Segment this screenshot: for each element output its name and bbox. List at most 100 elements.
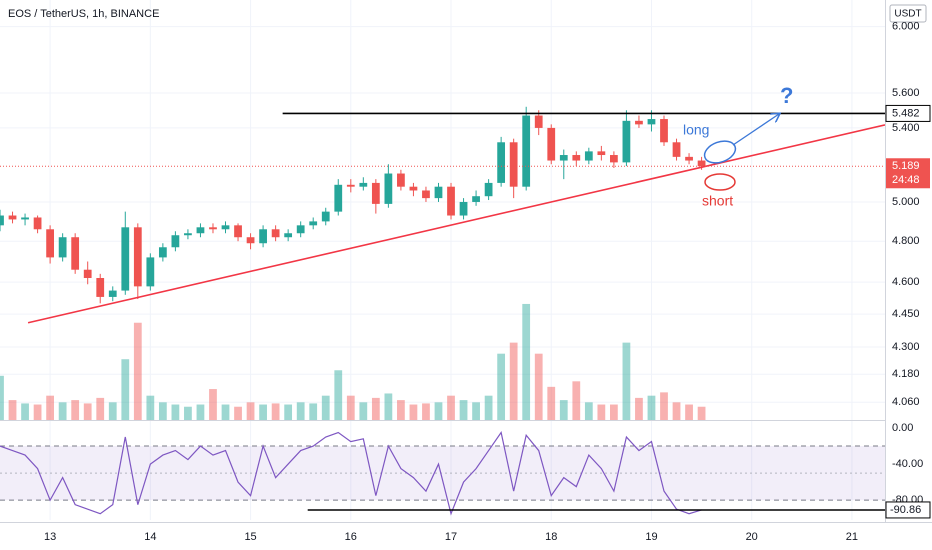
y-tick-label: 5.600 xyxy=(892,87,920,99)
volume-bar xyxy=(209,389,217,420)
volume-bar xyxy=(597,404,606,420)
volume-bar xyxy=(46,395,54,420)
indicator-tick-label: -40.00 xyxy=(892,458,923,470)
x-tick-label: 21 xyxy=(846,531,858,543)
volume-bar xyxy=(434,402,443,420)
candle-body xyxy=(434,186,443,199)
y-tick-label: 4.450 xyxy=(892,308,920,320)
annotation-long: long xyxy=(683,122,709,138)
volume-bar xyxy=(672,402,681,420)
candle-body xyxy=(597,151,606,156)
candle-body xyxy=(108,290,117,297)
volume-bar xyxy=(334,370,343,420)
indicator-level-box xyxy=(885,501,931,519)
y-tick-label: 6.000 xyxy=(892,20,920,32)
volume-bar xyxy=(447,395,455,420)
currency[interactable]: USDT xyxy=(894,9,921,20)
candle-body xyxy=(610,155,618,163)
x-tick-label: 14 xyxy=(144,531,156,543)
candle-body xyxy=(0,215,4,226)
candle-body xyxy=(46,229,54,258)
chart-title: EOS / TetherUS, 1h, BINANCE xyxy=(8,8,159,20)
volume-bar xyxy=(547,386,556,420)
candle-body xyxy=(246,237,255,244)
volume-bar xyxy=(359,402,368,420)
last-price-label: 5.189 xyxy=(892,160,920,172)
volume-bar xyxy=(121,359,130,420)
volume-bar xyxy=(96,397,105,420)
candle-body xyxy=(8,215,17,220)
candle-body xyxy=(334,184,343,212)
candle-body xyxy=(184,233,192,236)
volume-bar xyxy=(384,393,393,420)
volume-bar xyxy=(158,402,167,420)
volume-bar xyxy=(697,406,706,420)
candle-body xyxy=(572,155,581,161)
candle-body xyxy=(58,237,67,258)
volume-bar xyxy=(622,342,631,420)
candle-body xyxy=(271,229,280,238)
candle-body xyxy=(459,201,468,216)
resistance-label: 5.482 xyxy=(892,107,920,119)
y-tick-label: 5.400 xyxy=(892,122,920,134)
candle-body xyxy=(371,182,380,204)
volume-bar xyxy=(8,400,17,420)
volume-bar xyxy=(271,403,280,420)
candle-body xyxy=(96,278,105,297)
volume-bar xyxy=(83,403,92,420)
x-tick-label: 16 xyxy=(345,531,357,543)
candle-body xyxy=(21,217,29,220)
volume-bar xyxy=(221,404,230,420)
x-tick-label: 20 xyxy=(746,531,758,543)
candle-body xyxy=(296,225,305,234)
candle-body xyxy=(83,269,92,279)
candle-body xyxy=(635,120,643,125)
countdown-label: 24:48 xyxy=(892,174,920,186)
candle-body xyxy=(171,235,180,248)
candle-body xyxy=(447,186,455,216)
annotation-short: short xyxy=(702,193,733,209)
candle-body xyxy=(221,225,230,230)
candle-body xyxy=(346,184,355,187)
candle-body xyxy=(697,160,706,167)
last-price-box xyxy=(886,158,930,189)
candle-body xyxy=(209,227,217,230)
volume-bar xyxy=(459,400,468,420)
volume-bar xyxy=(71,400,80,420)
volume-bar xyxy=(610,404,618,420)
candle-body xyxy=(384,173,393,204)
candle-body xyxy=(309,221,318,226)
candle-body xyxy=(672,142,681,157)
candle-body xyxy=(121,227,130,291)
currency-box[interactable] xyxy=(889,4,927,23)
volume-bar xyxy=(284,404,293,420)
x-tick-label: 15 xyxy=(244,531,256,543)
candle-body xyxy=(321,211,330,222)
candle-body xyxy=(33,217,42,230)
resistance-label-box xyxy=(885,104,931,122)
candle-body xyxy=(685,156,693,161)
candle-body xyxy=(158,247,167,258)
volume-bar xyxy=(522,303,531,420)
y-tick-label: 4.800 xyxy=(892,235,920,247)
volume-bar xyxy=(108,402,117,420)
annotation-question: ? xyxy=(780,83,793,108)
volume-bar xyxy=(660,392,668,420)
volume-bar xyxy=(572,381,581,420)
indicator-line xyxy=(0,431,702,516)
indicator-level-label: -90.86 xyxy=(890,504,921,516)
y-tick-label: 4.180 xyxy=(892,368,920,380)
volume-bar xyxy=(33,404,42,420)
candle-body xyxy=(234,225,242,238)
x-tick-label: 18 xyxy=(545,531,557,543)
volume-bar xyxy=(21,403,29,420)
volume-bar xyxy=(146,395,155,420)
arrow xyxy=(732,114,779,146)
candle-body xyxy=(359,182,368,187)
candle-body xyxy=(622,120,631,163)
volume-bar xyxy=(133,322,142,420)
volume-bar xyxy=(685,404,693,420)
candle-body xyxy=(133,227,142,287)
short-ellipse xyxy=(704,173,736,191)
